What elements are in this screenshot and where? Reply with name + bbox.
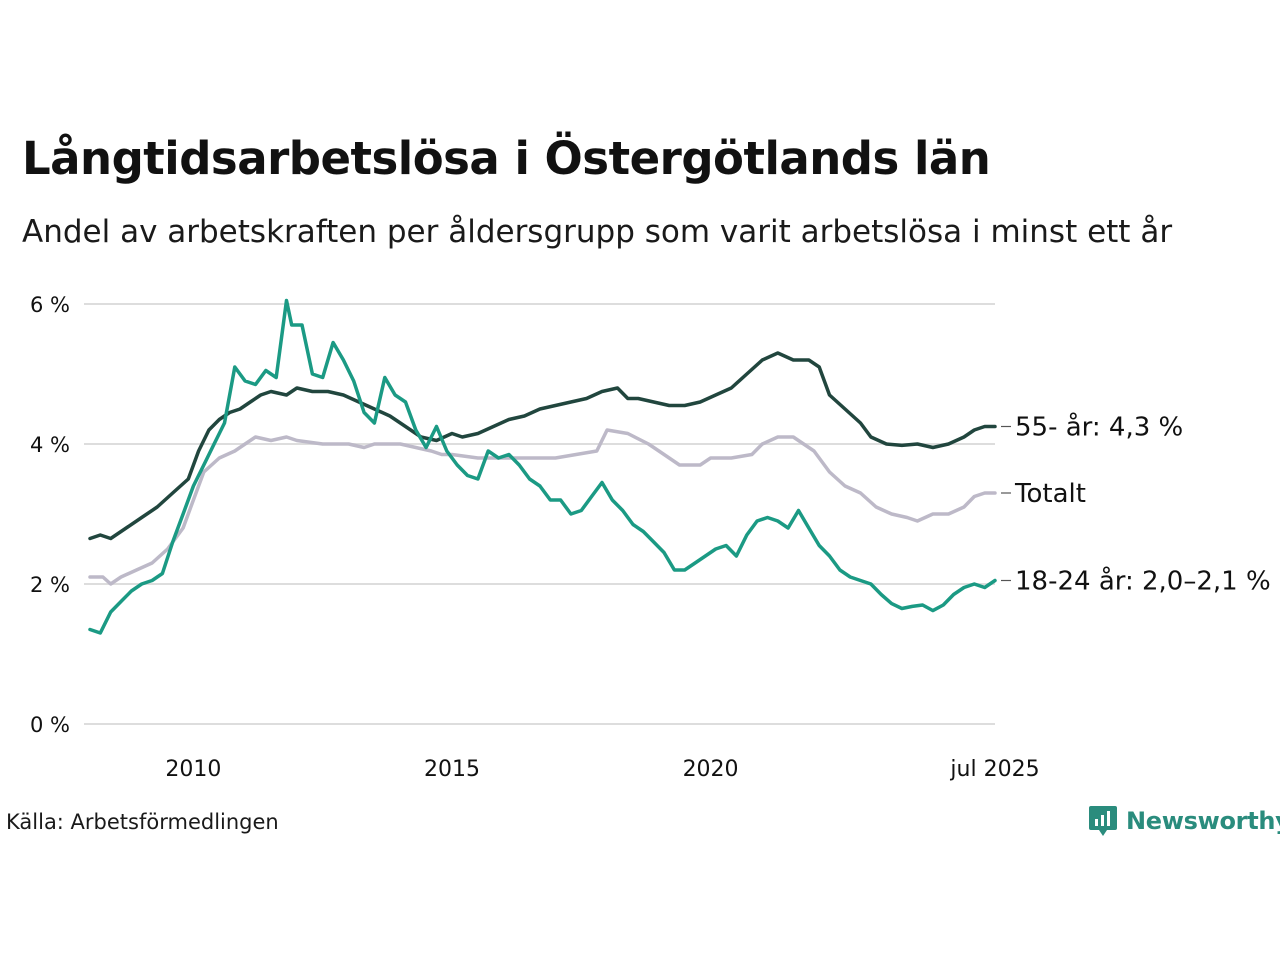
brand-logo[interactable]: Newsworthy xyxy=(1088,804,1280,838)
y-tick-label: 2 % xyxy=(30,573,70,597)
series-line-total xyxy=(88,428,997,586)
series-line-s55 xyxy=(88,351,997,541)
y-tick-label: 6 % xyxy=(30,293,70,317)
brand-name: Newsworthy xyxy=(1126,807,1280,835)
series-lines xyxy=(88,298,997,635)
y-tick-label: 4 % xyxy=(30,433,70,457)
series-label-total: Totalt xyxy=(1014,479,1086,509)
x-tick-label: 2020 xyxy=(683,757,739,782)
x-tick-label: 2010 xyxy=(165,757,221,782)
x-axis-ticks: 2010 2015 2020 jul 2025 xyxy=(165,757,1039,782)
series-label-y1824: 18-24 år: 2,0–2,1 % xyxy=(1015,566,1271,597)
series-line-y1824 xyxy=(88,298,997,635)
x-tick-label: jul 2025 xyxy=(949,757,1039,782)
gridlines xyxy=(84,303,995,725)
series-label-s55: 55- år: 4,3 % xyxy=(1015,412,1183,443)
chart-title: Långtidsarbetslösa i Östergötlands län xyxy=(22,132,991,185)
y-tick-label: 0 % xyxy=(30,713,70,737)
source-note: Källa: Arbetsförmedlingen xyxy=(6,810,279,834)
series-end-labels: Totalt 55- år: 4,3 % 18-24 år: 2,0–2,1 % xyxy=(1001,412,1271,597)
newsworthy-logo-icon xyxy=(1089,806,1117,836)
chart-subtitle: Andel av arbetskraften per åldersgrupp s… xyxy=(22,214,1173,250)
y-axis-ticks: 0 % 2 % 4 % 6 % xyxy=(30,293,70,737)
x-tick-label: 2015 xyxy=(424,757,480,782)
